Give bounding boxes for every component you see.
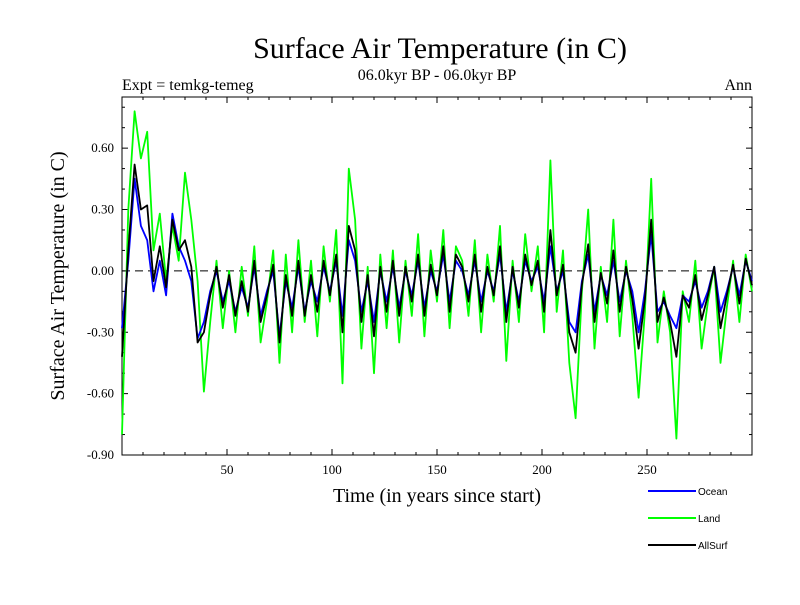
y-axis-ticks: -0.90 -0.60 -0.30 0.00 0.30 0.60 — [87, 106, 752, 462]
legend-label-allsurf: AllSurf — [698, 541, 728, 552]
chart-title: Surface Air Temperature (in C) — [253, 32, 627, 65]
experiment-label: Expt = temkg-temeg — [122, 77, 254, 94]
x-axis-ticks: 50 100 150 200 250 — [142, 97, 732, 477]
legend-label-land: Land — [698, 514, 720, 525]
y-tick-label: -0.60 — [87, 386, 114, 401]
chart-subtitle: 06.0kyr BP - 06.0kyr BP — [358, 67, 517, 84]
plot-frame — [121, 96, 753, 456]
series-line-allsurf — [121, 163, 753, 358]
legend: Ocean Land AllSurf — [648, 487, 728, 552]
y-tick-label: 0.30 — [91, 202, 114, 217]
series-layer — [121, 110, 753, 440]
x-tick-label: 150 — [427, 462, 447, 477]
season-label: Ann — [724, 77, 752, 94]
x-tick-label: 50 — [221, 462, 234, 477]
x-tick-label: 250 — [637, 462, 657, 477]
x-tick-label: 100 — [322, 462, 342, 477]
y-tick-label: 0.60 — [91, 140, 114, 155]
legend-label-ocean: Ocean — [698, 487, 727, 498]
y-tick-label: -0.30 — [87, 324, 114, 339]
y-tick-label: -0.90 — [87, 447, 114, 462]
x-axis-label: Time (in years since start) — [333, 485, 541, 507]
x-tick-label: 200 — [532, 462, 552, 477]
y-axis-label: Surface Air Temperature (in C) — [47, 151, 69, 400]
y-tick-label: 0.00 — [91, 263, 114, 278]
